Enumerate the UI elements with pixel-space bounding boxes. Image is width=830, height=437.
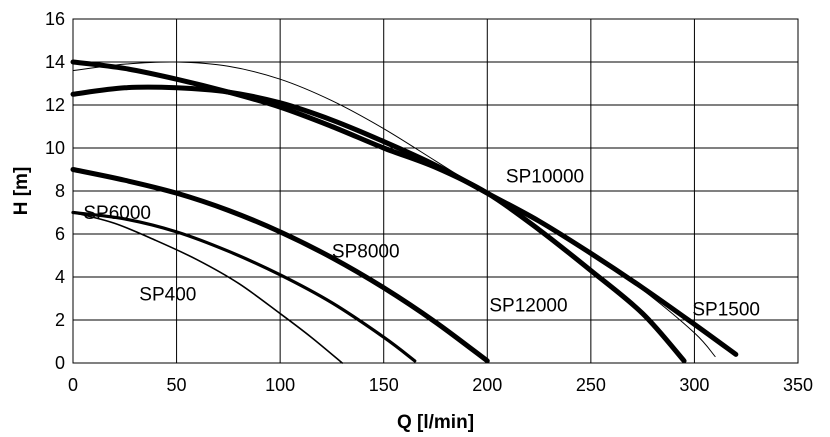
- series-line-sp400: [72, 211, 344, 364]
- y-tick-labels: 0 2 4 6 8 10 12 14 16: [45, 9, 65, 373]
- x-tick-label: 100: [265, 375, 295, 395]
- x-tick-label: 350: [783, 375, 813, 395]
- y-tick-label: 14: [45, 52, 65, 72]
- series-label-sp6000: SP6000: [83, 203, 151, 224]
- x-tick-label: 150: [369, 375, 399, 395]
- y-tick-label: 6: [55, 224, 65, 244]
- y-axis-title: H [m]: [11, 167, 32, 216]
- grid-lines: [72, 18, 799, 364]
- x-tick-labels: 0 50 100 150 200 250 300 350: [68, 375, 813, 395]
- y-tick-label: 16: [45, 9, 65, 29]
- series-line-sp8000: [70, 167, 490, 364]
- series-label-sp12000: SP12000: [489, 295, 567, 316]
- y-tick-label: 8: [55, 181, 65, 201]
- series-group: [70, 59, 739, 364]
- series-labels: SP400 SP6000 SP8000 SP10000 SP12000 SP1500: [83, 166, 760, 320]
- series-label-sp8000: SP8000: [332, 242, 400, 263]
- series-label-sp10000: SP10000: [506, 166, 584, 187]
- series-line-sp6000: [71, 210, 417, 363]
- series-line-sp12000: [70, 59, 687, 364]
- series-line-sp10000: [72, 61, 716, 358]
- y-tick-label: 2: [55, 310, 65, 330]
- x-tick-label: 250: [576, 375, 606, 395]
- plot-area-frame: [72, 18, 799, 364]
- x-tick-label: 200: [472, 375, 502, 395]
- x-axis-title: Q [l/min]: [397, 412, 474, 433]
- y-tick-label: 4: [55, 267, 65, 287]
- series-label-sp400: SP400: [139, 285, 196, 306]
- x-tick-label: 50: [167, 375, 187, 395]
- series-label-sp1500: SP1500: [692, 300, 760, 321]
- x-tick-label: 300: [679, 375, 709, 395]
- y-tick-label: 12: [45, 95, 65, 115]
- y-tick-label: 10: [45, 138, 65, 158]
- series-line-sp1500: [70, 84, 739, 357]
- x-tick-label: 0: [68, 375, 78, 395]
- y-tick-label: 0: [55, 353, 65, 373]
